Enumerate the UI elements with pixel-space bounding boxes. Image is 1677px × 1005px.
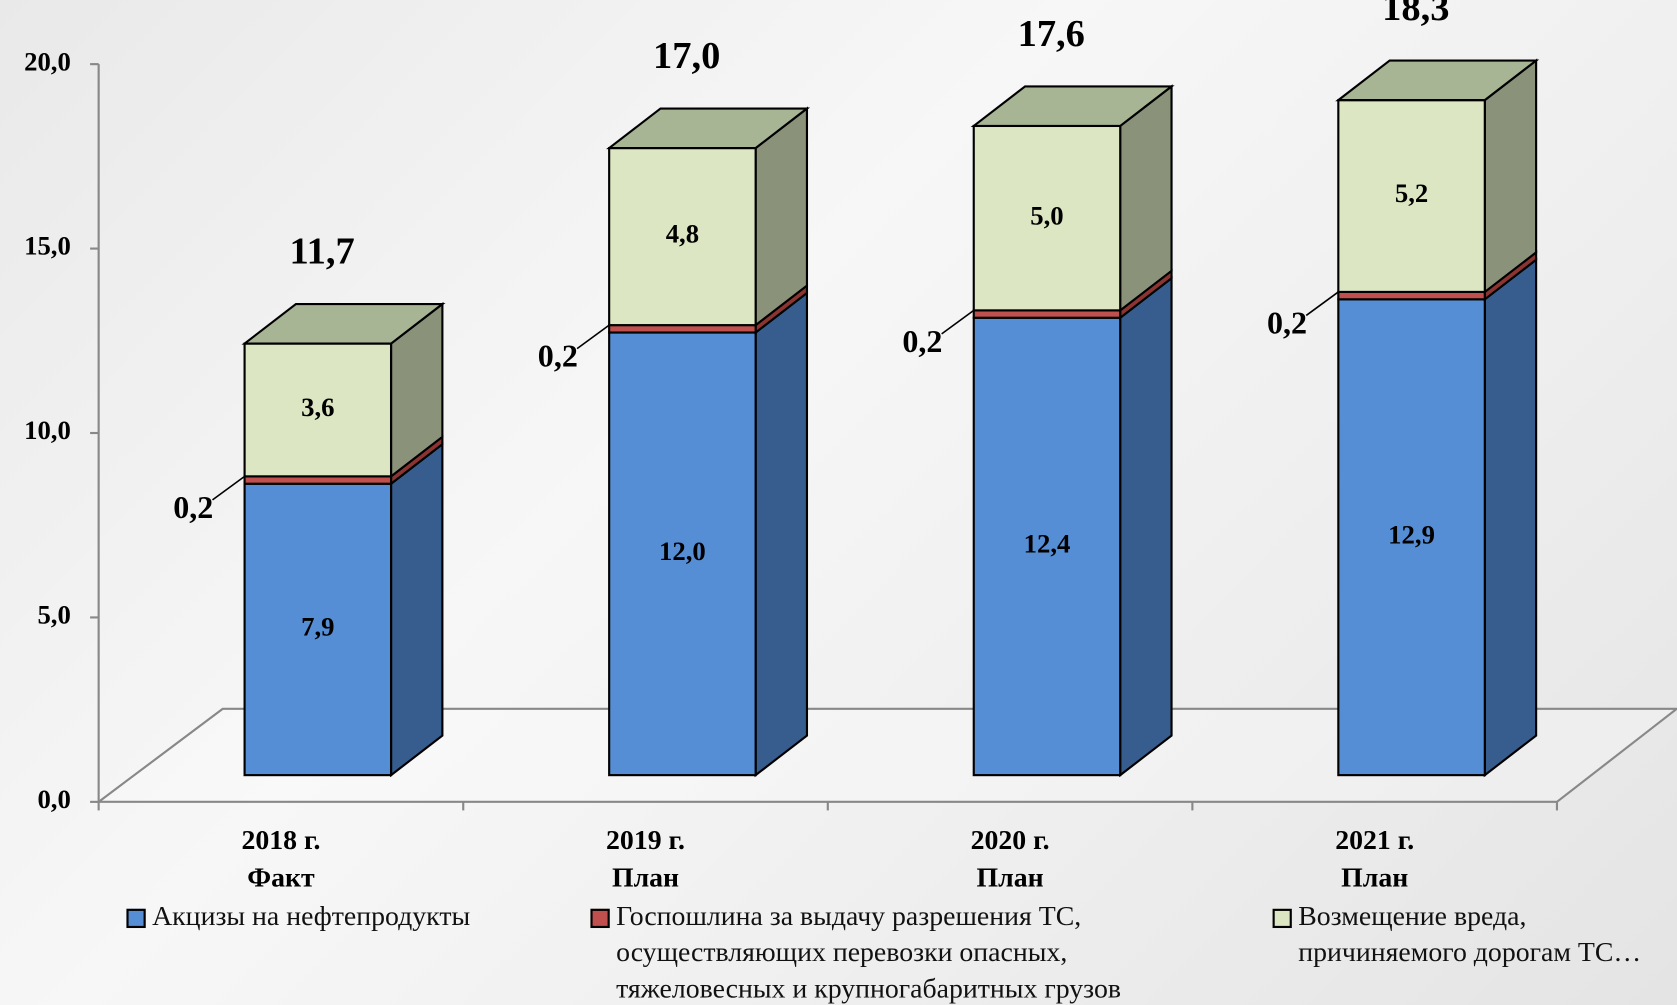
leader-line	[576, 324, 610, 350]
bar	[608, 324, 757, 334]
x-tick-label: 2018 г.	[241, 825, 320, 856]
legend-swatch	[1272, 908, 1292, 929]
data-label: 7,9	[301, 612, 334, 642]
leader-line	[212, 475, 246, 501]
bar-top	[606, 107, 811, 150]
y-tick-label: 15,0	[24, 231, 71, 261]
bar	[972, 124, 1122, 312]
y-tick-label: 0,0	[37, 784, 70, 814]
bar	[1337, 99, 1486, 294]
leader-line	[1305, 291, 1339, 317]
bar-top	[1335, 59, 1540, 102]
legend-swatch	[590, 908, 610, 929]
bar	[243, 342, 393, 478]
data-label: 0,2	[1267, 305, 1307, 341]
bar-side	[1119, 276, 1173, 778]
data-label: 12,4	[1024, 529, 1071, 559]
legend-swatch	[126, 908, 146, 929]
legend-item: Возмещение вреда, причиняемого дорогам Т…	[1272, 898, 1677, 971]
bar-top	[970, 85, 1175, 128]
bar-side	[754, 290, 809, 778]
x-tick-label: Факт	[247, 862, 315, 893]
x-tick-label: План	[977, 862, 1044, 893]
legend-label: Госпошлина за выдачу разрешения ТС, осущ…	[616, 900, 1122, 1004]
legend-label: Возмещение вреда, причиняемого дорогам Т…	[1298, 900, 1642, 968]
bar	[608, 331, 757, 777]
y-tick-label: 20,0	[24, 46, 71, 76]
bar	[972, 316, 1122, 777]
data-label: 12,0	[659, 536, 706, 566]
data-label: 12,9	[1388, 519, 1435, 549]
data-label: 0,2	[902, 323, 942, 359]
bar-top	[241, 302, 446, 345]
legend-label: Акцизы на нефтепродукты	[152, 900, 471, 932]
bar	[1337, 298, 1486, 777]
total-label: 17,6	[1018, 13, 1085, 55]
x-tick-label: План	[1341, 862, 1408, 893]
bar-side	[389, 442, 444, 778]
data-label: 0,2	[538, 338, 578, 374]
y-tick-label: 5,0	[37, 600, 70, 630]
legend-item: Госпошлина за выдачу разрешения ТС, осущ…	[590, 898, 1214, 1005]
bar-side	[1483, 257, 1538, 778]
x-tick-label: 2019 г.	[606, 825, 685, 856]
bar	[608, 147, 757, 327]
bar	[1337, 290, 1486, 301]
total-label: 18,3	[1382, 0, 1449, 29]
leader-line	[941, 309, 975, 335]
bar	[243, 482, 393, 777]
data-label: 4,8	[666, 219, 699, 249]
data-label: 3,6	[301, 392, 334, 422]
total-label: 17,0	[653, 35, 720, 77]
legend-item: Акцизы на нефтепродукты	[126, 898, 750, 934]
legend: Акцизы на нефтепродукты Госпошлина за выд…	[126, 898, 1677, 1005]
x-tick-label: 2020 г.	[971, 825, 1050, 856]
data-label: 5,2	[1395, 178, 1428, 208]
x-tick-label: План	[612, 862, 679, 893]
data-label: 0,2	[173, 489, 213, 525]
data-label: 5,0	[1030, 200, 1063, 230]
bar	[972, 309, 1122, 319]
total-label: 11,7	[289, 231, 354, 273]
y-tick-label: 10,0	[24, 415, 71, 445]
bar	[243, 475, 393, 485]
x-tick-label: 2021 г.	[1335, 825, 1414, 856]
